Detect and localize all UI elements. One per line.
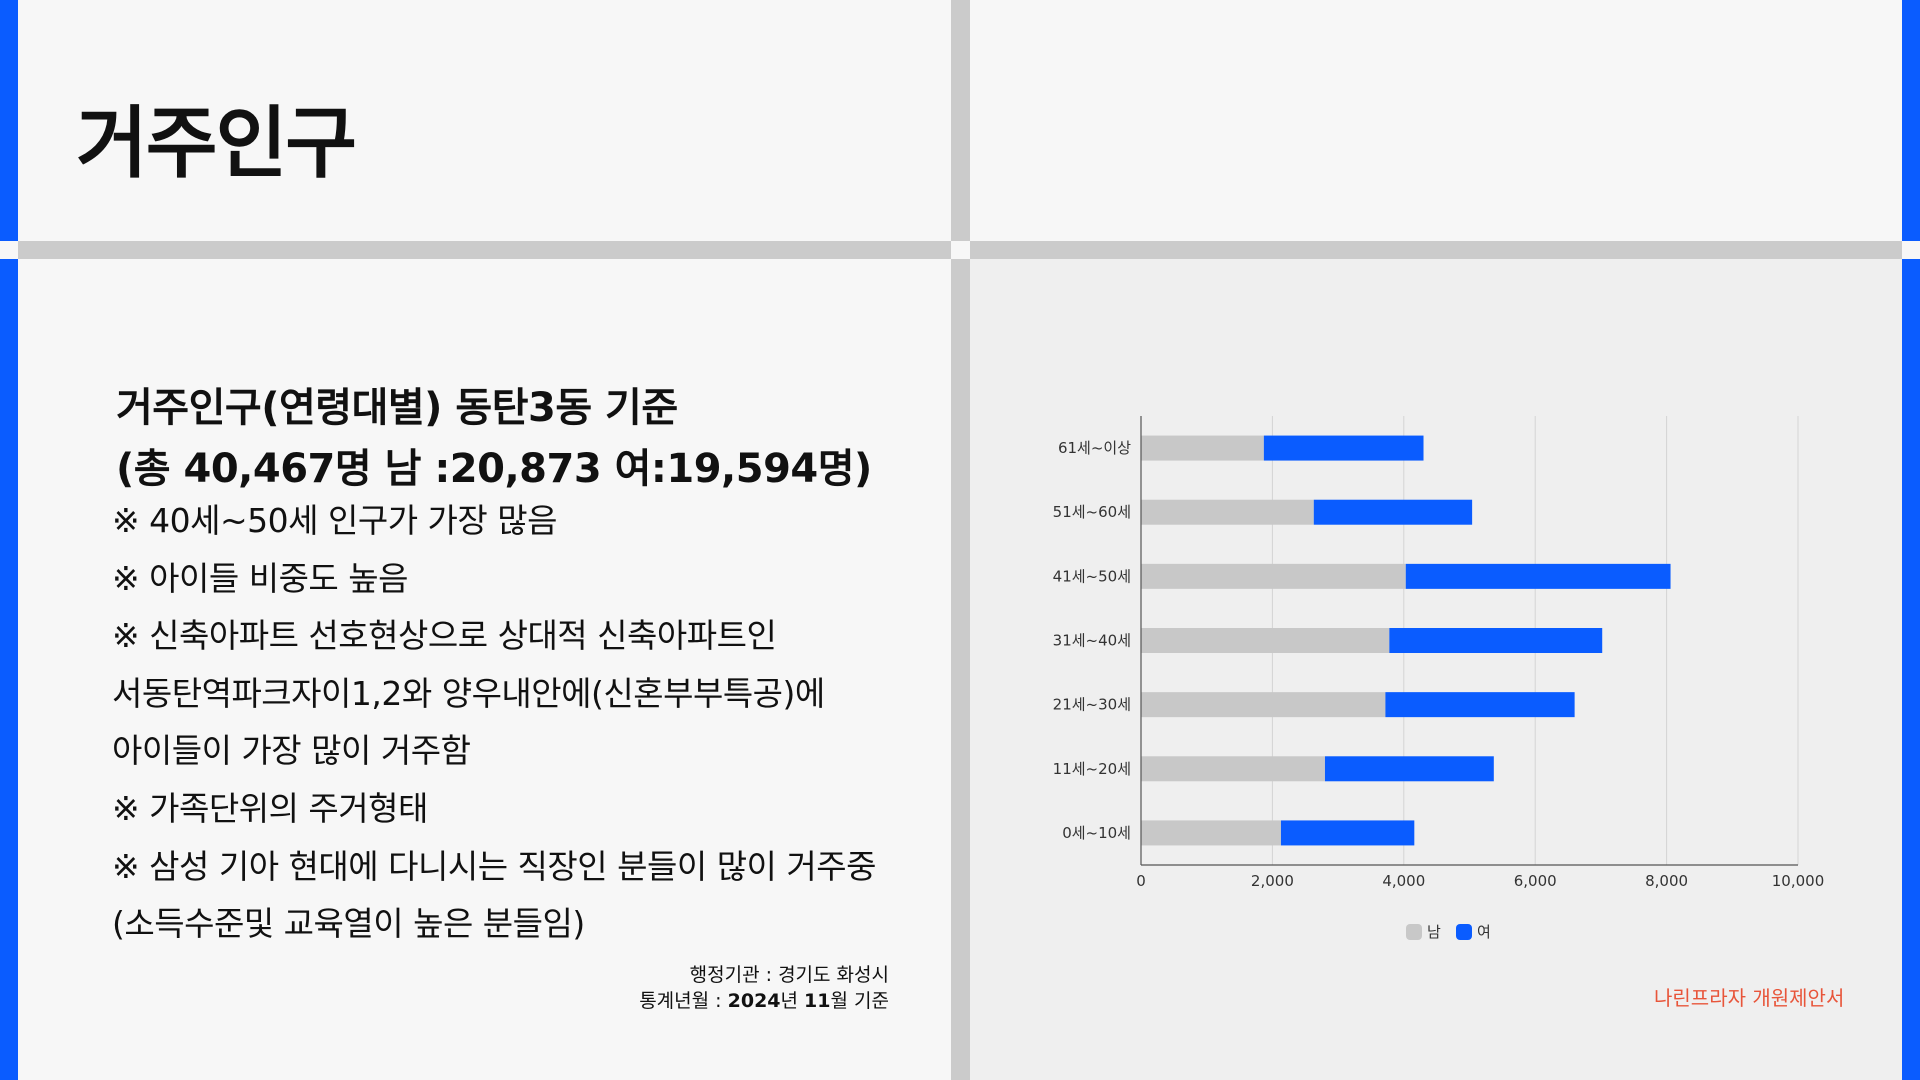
horizontal-divider-left: [18, 241, 951, 259]
bar-segment: [1141, 628, 1390, 653]
description-line: (소득수준및 교육열이 높은 분들임): [112, 904, 585, 944]
category-label: 21세~30세: [1053, 696, 1131, 714]
bar-segment: [1141, 563, 1406, 589]
x-tick-label: 10,000: [1772, 872, 1825, 890]
left-accent-bar-top: [0, 0, 18, 241]
source-period-suffix: 기준: [854, 990, 889, 1012]
x-tick-label: 2,000: [1251, 872, 1294, 890]
description-line: ※ 40세~50세 인구가 가장 많음: [112, 501, 557, 540]
source-period-label: 통계년월 :: [639, 990, 722, 1012]
x-tick-label: 6,000: [1514, 872, 1557, 890]
source-period-month: 11: [804, 990, 831, 1012]
source-period-year-unit: 년: [780, 990, 798, 1012]
description-line: ※ 가족단위의 주거형태: [112, 788, 428, 828]
category-label: 41세~50세: [1053, 567, 1131, 585]
heading-line-1: 거주인구(연령대별) 동탄3동 기준: [116, 385, 678, 431]
legend-swatch: [1456, 924, 1472, 940]
bar-segment: [1141, 820, 1281, 846]
x-tick-label: 0: [1136, 872, 1146, 890]
x-tick-label: 8,000: [1645, 872, 1688, 890]
source-info: 행정기관 : 경기도 화성시 통계년월 : 2024년 11월 기준: [639, 962, 889, 1014]
right-accent-bar-top: [1902, 0, 1920, 241]
bar-segment: [1141, 692, 1386, 718]
source-agency-label: 행정기관 :: [689, 964, 773, 986]
x-tick-label: 4,000: [1382, 872, 1425, 890]
category-label: 0세~10세: [1062, 824, 1131, 842]
age-population-chart: 61세~이상 51세~60세 41세~50세 31세~40세 21세~30세 11세~20…: [1053, 416, 1825, 941]
bar-segment: [1280, 820, 1415, 846]
source-period: 통계년월 : 2024년 11월 기준: [639, 988, 889, 1014]
source-period-year: 2024: [727, 990, 781, 1012]
right-accent-bar-bottom: [1902, 259, 1920, 1080]
bar-segment: [1385, 692, 1575, 718]
page-title: 거주인구: [76, 99, 357, 189]
category-label: 61세~이상: [1058, 439, 1131, 457]
bar-segment: [1141, 435, 1264, 461]
source-agency-value: 경기도 화성시: [778, 964, 889, 986]
category-label: 11세~20세: [1053, 760, 1131, 778]
bar-segment: [1313, 499, 1473, 525]
description-line: ※ 신축아파트 선호현상으로 상대적 신축아파트인: [112, 616, 777, 656]
bar-segment: [1324, 756, 1494, 782]
bar-segment: [1263, 435, 1424, 461]
description-line: 서동탄역파크자이1,2와 양우내안에(신혼부부특공)에: [112, 673, 825, 713]
footer-note: 나린프라자 개원제안서: [1654, 986, 1845, 1010]
chart-panel: [970, 259, 1902, 1080]
horizontal-divider-right: [970, 241, 1902, 259]
description-line: 아이들이 가장 많이 거주함: [112, 731, 471, 771]
description-line: ※ 삼성 기아 현대에 다니시는 직장인 분들이 많이 거주중: [112, 846, 877, 886]
left-accent-bar-bottom: [0, 259, 18, 1080]
category-label: 51세~60세: [1053, 503, 1131, 521]
legend-swatch: [1406, 924, 1422, 940]
vertical-divider-bottom: [951, 259, 970, 1080]
heading-line-2: (총 40,467명 남 :20,873 여:19,594명): [116, 446, 872, 492]
source-agency: 행정기관 : 경기도 화성시: [639, 962, 889, 988]
category-label: 31세~40세: [1053, 632, 1131, 650]
description-line: ※ 아이들 비중도 높음: [112, 558, 409, 598]
legend-label: 여: [1477, 923, 1491, 941]
bar-segment: [1141, 499, 1314, 525]
bar-segment: [1141, 756, 1325, 782]
source-period-month-unit: 월: [830, 990, 848, 1012]
bar-segment: [1405, 563, 1671, 589]
description-list: ※ 40세~50세 인구가 가장 많음 ※ 아이들 비중도 높음 ※ 신축아파트…: [112, 492, 877, 953]
section-heading: 거주인구(연령대별) 동탄3동 기준 (총 40,467명 남 :20,873 …: [116, 378, 872, 500]
bar-segment: [1389, 628, 1603, 653]
legend-label: 남: [1427, 923, 1441, 941]
vertical-divider-top: [951, 0, 970, 241]
